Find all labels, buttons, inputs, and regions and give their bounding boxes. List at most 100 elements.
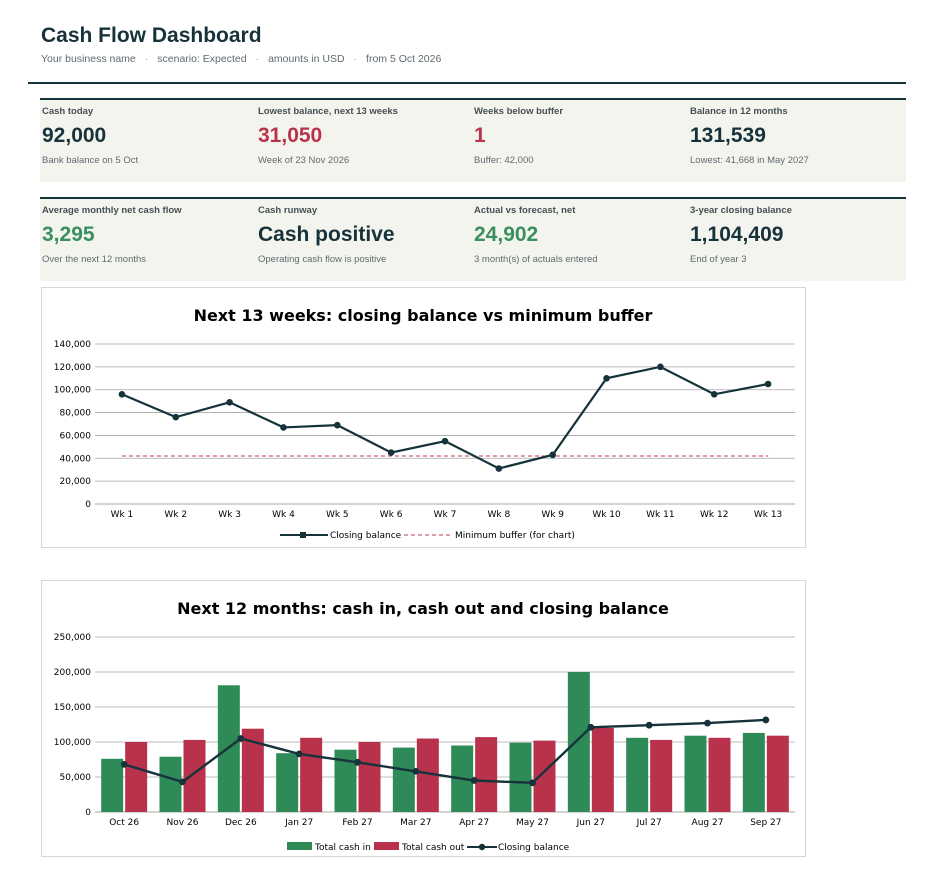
balance-point [118, 390, 126, 398]
legend-label: Closing balance [330, 531, 402, 541]
x-tick-label: Wk 8 [487, 510, 510, 520]
dashboard-title: Cash Flow Dashboard [41, 24, 262, 47]
y-tick-label: 0 [85, 500, 91, 510]
kpi-value: 31,050 [258, 124, 323, 147]
x-tick-label: Wk 6 [380, 510, 403, 520]
kpi-label: Weeks below buffer [474, 106, 564, 117]
x-tick-label: Mar 27 [400, 818, 431, 828]
y-tick-label: 200,000 [54, 668, 91, 678]
closing-balance-point [179, 778, 186, 786]
x-tick-label: Sep 27 [750, 818, 781, 828]
closing-balance-point [354, 758, 361, 766]
kpi-label: Average monthly net cash flow [42, 205, 182, 216]
kpi-note: Over the next 12 months [42, 254, 147, 265]
closing-balance-point [120, 761, 128, 768]
cash-out-bar [241, 728, 264, 812]
legend-label: Closing balance [498, 843, 570, 853]
x-tick-label: Dec 26 [225, 818, 257, 828]
cash-out-bar [766, 735, 789, 812]
cash-out-bar [125, 742, 148, 812]
cash-in-bar [684, 735, 707, 812]
x-tick-label: Wk 5 [326, 510, 349, 520]
balance-point [549, 451, 556, 459]
y-tick-label: 140,000 [54, 340, 91, 350]
start-date-label: from 5 Oct 2026 [366, 53, 442, 65]
closing-balance-point [529, 779, 536, 787]
x-tick-label: Aug 27 [692, 818, 724, 828]
legend-label: Total cash out [401, 843, 465, 853]
cash-out-bar [650, 739, 673, 812]
kpi-note: Buffer: 42,000 [474, 155, 534, 166]
scenario-label: scenario: Expected [157, 53, 247, 65]
y-tick-label: 100,000 [54, 386, 91, 396]
cash-in-bar [392, 747, 415, 812]
y-tick-label: 20,000 [60, 477, 92, 487]
x-tick-label: Wk 7 [434, 510, 457, 520]
x-tick-label: Wk 13 [754, 510, 782, 520]
kpi-note: 3 month(s) of actuals entered [474, 254, 598, 265]
kpi-value: 131,539 [690, 124, 766, 147]
kpi-label: Balance in 12 months [690, 106, 788, 117]
legend-cash-in-swatch [287, 842, 312, 850]
cash-in-bar [742, 732, 765, 812]
closing-balance-line [123, 718, 766, 785]
closing-balance-point [704, 719, 711, 727]
separator: · [353, 53, 358, 65]
y-tick-label: 60,000 [60, 431, 92, 441]
chart-title: Next 12 months: cash in, cash out and cl… [177, 599, 669, 618]
kpi-label: Lowest balance, next 13 weeks [258, 106, 398, 117]
cash-out-bar [358, 742, 381, 812]
weekly-chart: Next 13 weeks: closing balance vs minimu… [41, 287, 806, 548]
monthly-chart-svg: Next 12 months: cash in, cash out and cl… [54, 599, 795, 853]
kpi-label: Cash runway [258, 205, 318, 216]
y-tick-label: 0 [85, 808, 91, 818]
balance-point [495, 465, 503, 472]
cash-in-bar [509, 742, 532, 812]
legend-balance-marker [478, 843, 486, 851]
kpi-label: 3-year closing balance [690, 205, 792, 216]
balance-point [172, 413, 180, 421]
cash-out-bar [183, 739, 206, 812]
cash-in-bar [567, 672, 590, 812]
balance-point [710, 390, 718, 398]
x-tick-label: Apr 27 [459, 818, 489, 828]
currency-label: amounts in USD [268, 53, 345, 65]
kpi-note: End of year 3 [690, 254, 747, 265]
balance-point [441, 437, 449, 445]
kpi-value: 3,295 [42, 223, 95, 246]
cash-out-bar [300, 737, 323, 812]
closing-balance-point [645, 721, 653, 729]
kpi-row-2: Average monthly net cash flow 3,295 Over… [40, 197, 906, 281]
x-tick-label: May 27 [516, 818, 549, 828]
kpi-value: 92,000 [42, 124, 107, 147]
x-tick-label: Wk 10 [592, 510, 621, 520]
y-tick-label: 250,000 [54, 633, 91, 643]
closing-balance-point [237, 735, 245, 742]
cash-out-bar [708, 737, 731, 812]
balance-point [280, 424, 287, 431]
x-tick-label: Oct 26 [109, 818, 139, 828]
cash-out-bar [475, 737, 498, 812]
separator: · [255, 53, 260, 65]
balance-line [121, 365, 769, 470]
closing-balance-point [762, 716, 770, 724]
closing-balance-point [295, 750, 303, 758]
legend-cash-out-swatch [374, 842, 399, 850]
x-tick-label: Jan 27 [284, 818, 313, 828]
y-tick-label: 100,000 [54, 738, 91, 748]
x-tick-label: Wk 9 [541, 510, 564, 520]
x-tick-label: Wk 12 [700, 510, 728, 520]
x-tick-label: Jul 27 [636, 818, 662, 828]
y-tick-label: 150,000 [54, 703, 91, 713]
cash-in-bar [101, 758, 124, 812]
cash-out-bar [416, 738, 439, 812]
x-tick-label: Feb 27 [342, 818, 372, 828]
balance-point [334, 421, 341, 429]
balance-point [657, 363, 664, 371]
x-tick-label: Wk 3 [218, 510, 241, 520]
kpi-row-1: Cash today 92,000 Bank balance on 5 Oct … [40, 98, 906, 182]
y-tick-label: 120,000 [54, 363, 91, 373]
dashboard-subtitle: Your business name · scenario: Expected · am… [41, 53, 441, 65]
kpi-value: 1,104,409 [690, 223, 784, 246]
kpi-label: Actual vs forecast, net [474, 205, 576, 216]
